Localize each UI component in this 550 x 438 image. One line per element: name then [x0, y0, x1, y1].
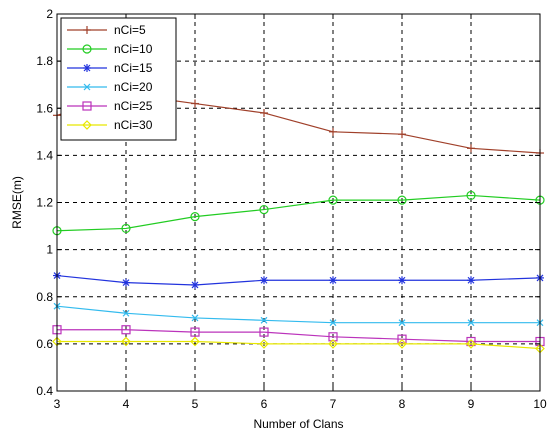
data-point — [466, 339, 476, 349]
legend-item: nCi=30 — [67, 118, 153, 132]
y-tick-label: 1.8 — [36, 54, 53, 68]
series-line — [56, 305, 540, 324]
series-line — [56, 274, 541, 286]
y-axis-title: RMSE(m) — [10, 176, 24, 229]
legend-item: nCi=10 — [67, 42, 153, 56]
legend-marker — [83, 64, 91, 72]
data-point — [467, 319, 475, 327]
y-tick-label: 1.2 — [36, 196, 53, 210]
data-point — [328, 339, 338, 349]
legend-label: nCi=5 — [114, 23, 146, 37]
legend: nCi=5 nCi=10 nCi=15 nCi=20 nCi=25 nCi=30 — [60, 17, 177, 141]
data-point — [467, 144, 475, 153]
series-line — [57, 329, 540, 343]
data-point — [190, 336, 200, 347]
data-point — [191, 280, 199, 289]
legend-label: nCi=10 — [114, 42, 153, 56]
data-point — [121, 336, 131, 347]
data-point — [260, 276, 268, 285]
legend-marker — [82, 101, 92, 111]
x-tick-label: 10 — [533, 397, 547, 411]
x-axis-title: Number of Clans — [253, 417, 343, 431]
series-line — [57, 340, 541, 350]
data-point — [191, 99, 199, 108]
data-point — [190, 327, 200, 337]
legend-item: nCi=15 — [67, 61, 153, 75]
x-tick-label: 5 — [192, 397, 199, 411]
data-point — [121, 325, 131, 335]
data-point — [329, 319, 337, 327]
data-point — [467, 276, 475, 285]
y-tick-label: 0.6 — [36, 337, 53, 351]
legend-label: nCi=30 — [114, 118, 153, 132]
legend-label: nCi=25 — [114, 99, 153, 113]
data-point — [259, 339, 269, 349]
data-point — [122, 309, 130, 317]
data-point — [329, 127, 337, 136]
data-point — [398, 130, 406, 139]
y-tick-label: 1.4 — [36, 148, 53, 162]
y-tick-label: 1 — [46, 243, 53, 257]
legend-item: nCi=20 — [67, 80, 153, 94]
data-point — [329, 276, 337, 285]
series-2 — [52, 190, 545, 236]
data-point — [190, 212, 200, 222]
data-point — [397, 334, 407, 344]
series-lines — [52, 90, 545, 354]
data-point — [398, 319, 406, 327]
series-5 — [52, 325, 545, 347]
x-tick-label: 3 — [54, 397, 61, 411]
x-tick-label: 6 — [261, 397, 268, 411]
legend-item: nCi=25 — [67, 99, 153, 113]
x-tick-label: 7 — [330, 397, 337, 411]
data-point — [122, 278, 130, 287]
x-tick-label: 4 — [123, 397, 130, 411]
data-point — [260, 108, 268, 117]
y-tick-label: 1.6 — [36, 101, 53, 115]
legend-marker — [82, 120, 92, 130]
data-point — [397, 195, 407, 205]
data-point — [260, 316, 268, 324]
data-point — [328, 332, 338, 342]
legend-marker — [83, 83, 91, 91]
x-tick-label: 9 — [468, 397, 475, 411]
x-tick-label: 8 — [399, 397, 406, 411]
legend-box — [60, 17, 177, 141]
data-point — [259, 204, 269, 215]
data-point — [191, 314, 199, 322]
y-tick-label: 0.8 — [36, 290, 53, 304]
y-tick-label: 2 — [46, 7, 53, 21]
y-tick-label: 0.4 — [36, 384, 53, 398]
legend-marker — [82, 44, 92, 54]
legend-item: nCi=5 — [67, 23, 146, 37]
legend-label: nCi=15 — [114, 61, 153, 75]
axis-ticks: 3 4 5 6 7 8 9 10 0.4 0.6 0.8 1 1.2 1.4 1.6 1.8 2 — [36, 7, 547, 411]
data-point — [259, 327, 269, 337]
legend-marker — [83, 26, 91, 34]
data-point — [121, 223, 131, 234]
legend-label: nCi=20 — [114, 80, 153, 94]
data-point — [328, 195, 338, 205]
data-point — [466, 336, 476, 347]
data-point — [398, 276, 406, 285]
series-line — [56, 194, 541, 232]
data-point — [397, 339, 407, 349]
series-4 — [53, 302, 544, 327]
data-point — [466, 190, 476, 201]
